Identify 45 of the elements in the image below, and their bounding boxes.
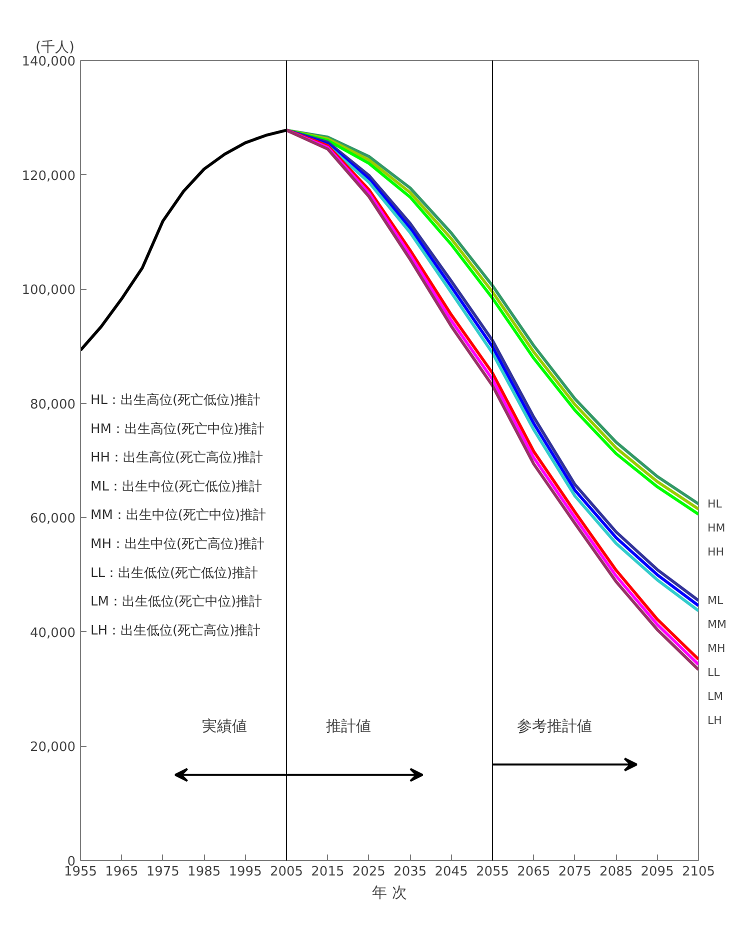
text: LM: [708, 690, 724, 703]
annotation: LL：出生低位(死亡低位)推計: [90, 564, 258, 581]
annotation: 参考推計値: [516, 716, 592, 735]
x-tick-label: 2095: [640, 864, 674, 880]
y-tick-label: 40,000: [30, 626, 76, 641]
y-tick-label: 140,000: [22, 54, 76, 70]
y-tick-label: 100,000: [22, 283, 76, 298]
x-tick-label: 2045: [434, 864, 468, 880]
annotation: HL：出生高位(死亡低位)推計: [90, 392, 261, 408]
text: LH: [708, 714, 722, 727]
annotation: ML：出生中位(死亡低位)推計: [90, 478, 262, 494]
series-label: ML: [708, 594, 724, 607]
annotation: MH：出生中位(死亡高位)推計: [90, 536, 265, 552]
y-tick-label: 120,000: [22, 168, 76, 184]
x-tick-label: 2075: [558, 864, 592, 880]
annotation: LM：出生低位(死亡中位)推計: [90, 594, 262, 610]
series-label: HM: [708, 521, 726, 534]
annotation: 推計値: [326, 716, 371, 735]
x-tick-label: 2035: [394, 864, 427, 880]
y-axis-title: (千人): [36, 40, 74, 56]
text: MH: [708, 642, 726, 655]
text: HH: [708, 545, 724, 558]
x-tick-label: 2105: [682, 864, 716, 880]
x-tick-label: 2085: [600, 864, 633, 880]
annotation: LH：出生低位(死亡高位)推計: [90, 622, 261, 638]
x-tick-label: 2005: [270, 864, 304, 880]
series-label: LL: [708, 666, 721, 679]
x-tick-label: 1965: [105, 864, 138, 880]
annotation: HH：出生高位(死亡高位)推計: [90, 450, 264, 466]
x-tick-label: 2065: [517, 864, 550, 880]
x-tick-label: 2055: [476, 864, 510, 880]
x-tick-label: 1995: [228, 864, 262, 880]
x-tick-label: 2015: [311, 864, 344, 880]
series-label: HL: [708, 497, 723, 510]
y-tick-label: 60,000: [30, 512, 76, 527]
annotation: MM：出生中位(死亡中位)推計: [90, 507, 266, 524]
x-axis-title: 年 次: [372, 884, 407, 902]
series-label: MM: [708, 618, 726, 631]
y-tick-label: 20,000: [30, 740, 76, 756]
x-tick-label: 1975: [146, 864, 180, 880]
y-tick-label: 80,000: [30, 397, 76, 412]
annotation: HM：出生高位(死亡中位)推計: [90, 420, 265, 437]
x-tick-label: 2025: [352, 864, 386, 880]
annotation: 実績値: [202, 716, 248, 735]
x-tick-label: 1985: [188, 864, 221, 880]
